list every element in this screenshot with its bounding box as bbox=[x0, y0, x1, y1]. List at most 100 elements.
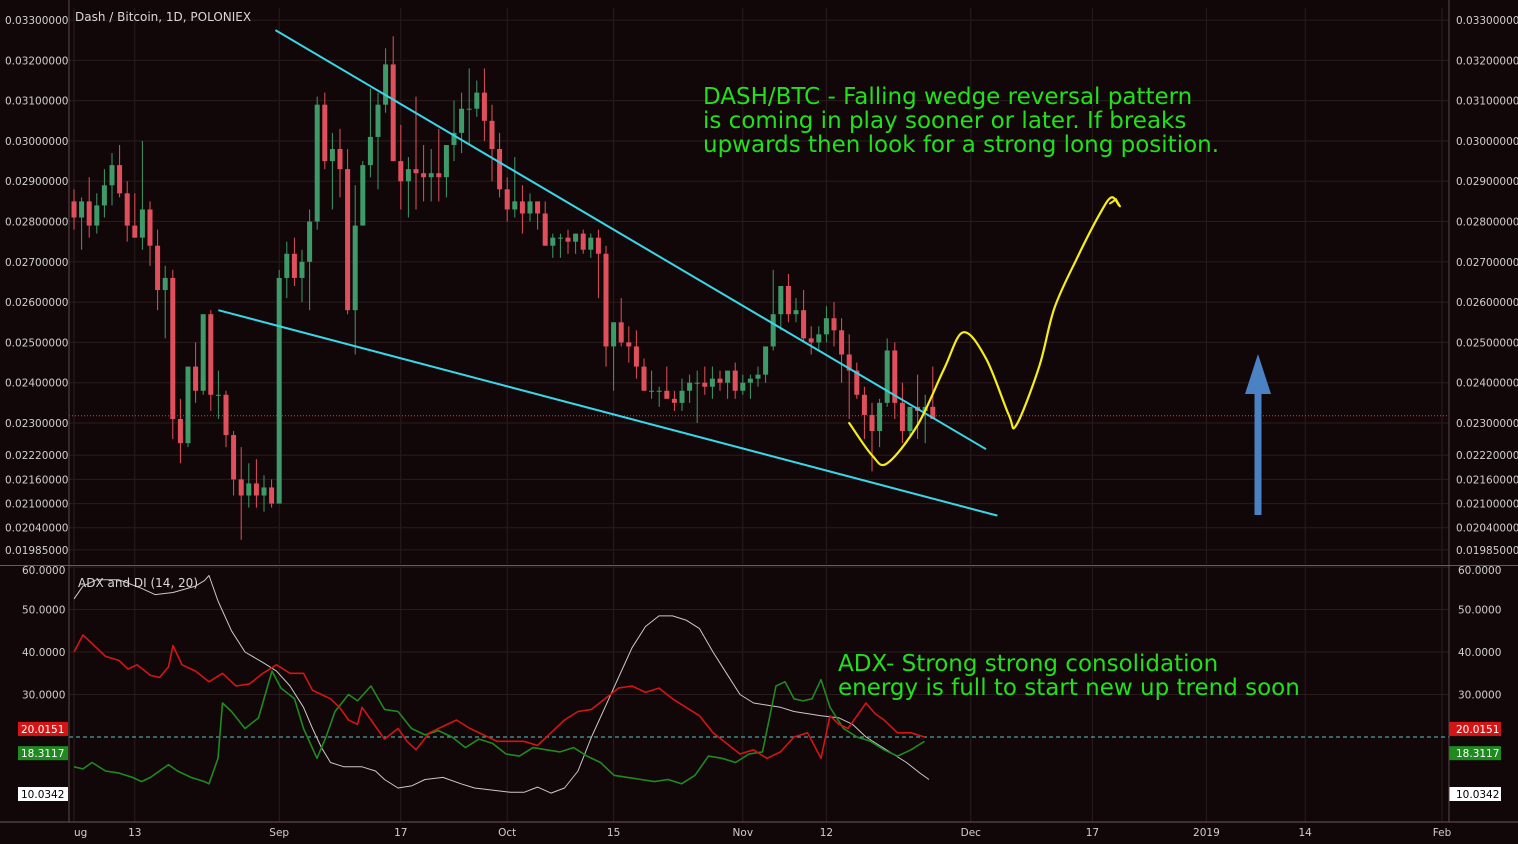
candle-body bbox=[79, 201, 85, 218]
price-y-tick-right: 0.02160000 bbox=[1456, 474, 1518, 486]
price-y-tick-left: 0.02400000 bbox=[5, 378, 68, 390]
adx-y-tick-right: 40.0000 bbox=[1458, 647, 1501, 659]
price-y-tick-left: 0.01985000 bbox=[5, 545, 68, 557]
candle-body bbox=[550, 237, 556, 246]
projection-curve bbox=[848, 196, 1121, 467]
candle-body bbox=[679, 390, 685, 403]
x-tick-label: 13 bbox=[128, 827, 141, 839]
adx-y-tick-left: 60.0000 bbox=[22, 565, 65, 577]
value-tag-left-label: 20.0151 bbox=[21, 724, 64, 736]
x-tick-label: Nov bbox=[733, 827, 754, 839]
price-y-tick-right: 0.01985000 bbox=[1456, 545, 1518, 557]
candle-body bbox=[702, 382, 708, 387]
candle-body bbox=[618, 322, 624, 343]
candle-body bbox=[633, 346, 639, 367]
price-y-tick-left: 0.03000000 bbox=[5, 136, 68, 148]
candle-body bbox=[641, 366, 647, 391]
candle-body bbox=[595, 237, 601, 254]
candle-body bbox=[512, 201, 518, 210]
x-tick-label: ug bbox=[74, 827, 87, 839]
value-tag-left-label: 10.0342 bbox=[21, 789, 64, 801]
candle-body bbox=[246, 483, 252, 496]
candle-body bbox=[481, 92, 487, 121]
candle-body bbox=[124, 193, 130, 226]
candle-body bbox=[276, 277, 282, 504]
candle-body bbox=[717, 378, 723, 383]
candle-body bbox=[94, 205, 100, 226]
adx-series-minus_di bbox=[73, 634, 925, 760]
candle-body bbox=[299, 261, 305, 278]
adx-series-adx bbox=[73, 575, 930, 794]
candle-body bbox=[200, 314, 206, 391]
candle-body bbox=[139, 209, 145, 238]
candle-body bbox=[656, 390, 662, 392]
candle-body bbox=[428, 173, 434, 178]
candle-body bbox=[413, 169, 419, 174]
price-y-tick-left: 0.02700000 bbox=[5, 257, 68, 269]
candle-body bbox=[770, 314, 776, 347]
candle-body bbox=[253, 483, 259, 496]
candle-body bbox=[816, 334, 822, 343]
candle-body bbox=[892, 350, 898, 403]
candle-body bbox=[839, 330, 845, 355]
candle-body bbox=[291, 253, 297, 278]
x-tick-label: Feb bbox=[1433, 827, 1452, 839]
adx-y-tick-right: 50.0000 bbox=[1458, 605, 1501, 617]
adx-series-plus_di bbox=[73, 670, 925, 785]
candle-body bbox=[527, 201, 533, 214]
candle-body bbox=[436, 173, 442, 178]
x-tick-label: Oct bbox=[498, 827, 516, 839]
x-tick-label: 17 bbox=[394, 827, 407, 839]
candle-body bbox=[109, 165, 115, 186]
x-tick-label: Dec bbox=[961, 827, 982, 839]
candle-body bbox=[466, 108, 472, 110]
candle-body bbox=[846, 354, 852, 371]
candle-body bbox=[801, 310, 807, 339]
candle-body bbox=[147, 209, 153, 246]
candle-body bbox=[899, 402, 905, 432]
candle-body bbox=[307, 221, 313, 262]
candle-body bbox=[709, 378, 715, 387]
candle-body bbox=[474, 92, 480, 109]
candle-body bbox=[877, 402, 883, 432]
price-y-tick-left: 0.03300000 bbox=[5, 15, 68, 27]
candle-body bbox=[489, 120, 495, 150]
adx-indicator-title: ADX and DI (14, 20) bbox=[78, 576, 198, 590]
candle-body bbox=[261, 487, 267, 496]
value-tag-right-label: 10.0342 bbox=[1456, 789, 1499, 801]
price-y-tick-right: 0.03000000 bbox=[1456, 136, 1518, 148]
candle-body bbox=[611, 322, 617, 347]
price-pane[interactable] bbox=[69, 29, 1449, 540]
value-tag-left bbox=[18, 787, 68, 801]
candle-body bbox=[671, 398, 677, 403]
candle-body bbox=[329, 149, 335, 162]
adx-y-tick-left: 50.0000 bbox=[22, 605, 65, 617]
candle-body bbox=[71, 201, 77, 218]
candle-body bbox=[732, 370, 738, 391]
price-y-tick-left: 0.02500000 bbox=[5, 337, 68, 349]
candle-body bbox=[763, 346, 769, 375]
value-tag-right-label: 20.0151 bbox=[1456, 724, 1499, 736]
candle-body bbox=[231, 435, 237, 480]
x-tick-label: 17 bbox=[1086, 827, 1099, 839]
candle-body bbox=[725, 370, 731, 383]
candle-body bbox=[519, 201, 525, 214]
adx-pane[interactable]: 20.0151 20.0151 18.3117 18.3117 10.0342 10.03… bbox=[18, 575, 1501, 802]
candle-body bbox=[101, 185, 107, 206]
candle-body bbox=[573, 233, 579, 242]
adx-y-tick-right: 60.0000 bbox=[1458, 565, 1501, 577]
up-arrow-head bbox=[1245, 354, 1271, 394]
value-tag-right-label: 18.3117 bbox=[1456, 748, 1499, 760]
price-annotation-line-1: DASH/BTC - Falling wedge reversal patter… bbox=[703, 84, 1192, 110]
candle-body bbox=[322, 104, 328, 162]
x-tick-label: 2019 bbox=[1193, 827, 1220, 839]
price-y-tick-left: 0.02100000 bbox=[5, 499, 68, 511]
price-y-tick-right: 0.02700000 bbox=[1456, 257, 1518, 269]
candle-body bbox=[405, 169, 411, 182]
price-y-tick-right: 0.02040000 bbox=[1456, 523, 1518, 535]
price-y-tick-right: 0.03200000 bbox=[1456, 55, 1518, 67]
candle-body bbox=[930, 406, 936, 419]
candle-body bbox=[162, 277, 168, 291]
